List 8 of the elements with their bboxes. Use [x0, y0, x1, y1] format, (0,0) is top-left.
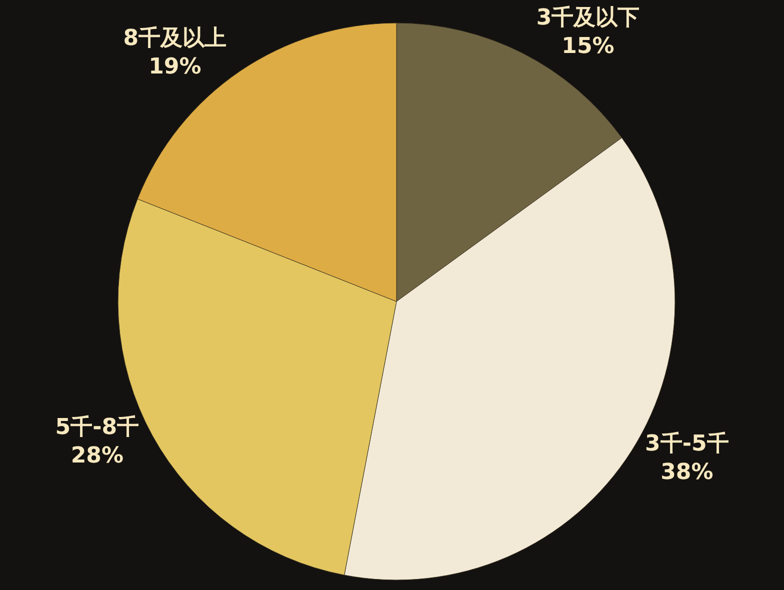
data-label: 15% [562, 34, 614, 59]
data-label: 28% [70, 444, 124, 469]
slice-label: 8千及以上 [123, 26, 227, 52]
slice-label: 5千-8千 [55, 415, 140, 440]
data-label: 38% [660, 460, 714, 486]
data-label: 19% [148, 54, 202, 80]
slice-label: 3千及以下 [536, 5, 640, 30]
slice-label: 3千-5千 [645, 432, 729, 457]
